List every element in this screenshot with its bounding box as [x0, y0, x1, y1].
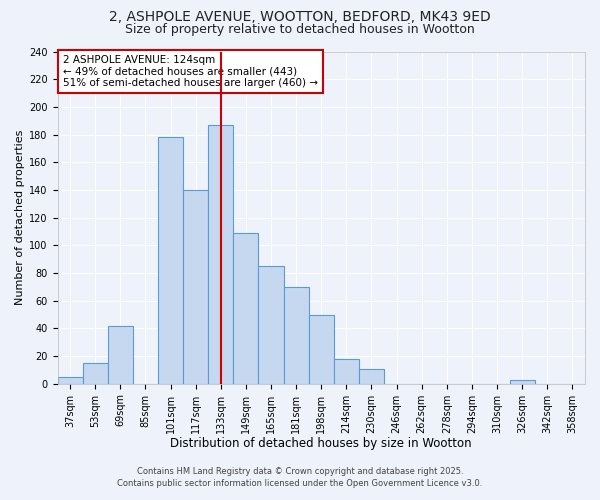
Bar	[359, 368, 384, 384]
Bar	[83, 363, 108, 384]
Bar	[308, 314, 334, 384]
Bar	[509, 380, 535, 384]
Text: Contains HM Land Registry data © Crown copyright and database right 2025.
Contai: Contains HM Land Registry data © Crown c…	[118, 466, 482, 487]
Text: 2, ASHPOLE AVENUE, WOOTTON, BEDFORD, MK43 9ED: 2, ASHPOLE AVENUE, WOOTTON, BEDFORD, MK4…	[109, 10, 491, 24]
Bar	[183, 190, 208, 384]
Bar	[208, 125, 233, 384]
Bar	[259, 266, 284, 384]
Text: Size of property relative to detached houses in Wootton: Size of property relative to detached ho…	[125, 22, 475, 36]
Bar	[58, 377, 83, 384]
Bar	[284, 287, 308, 384]
Y-axis label: Number of detached properties: Number of detached properties	[15, 130, 25, 306]
Bar	[334, 359, 359, 384]
Bar	[158, 138, 183, 384]
Text: 2 ASHPOLE AVENUE: 124sqm
← 49% of detached houses are smaller (443)
51% of semi-: 2 ASHPOLE AVENUE: 124sqm ← 49% of detach…	[63, 55, 318, 88]
X-axis label: Distribution of detached houses by size in Wootton: Distribution of detached houses by size …	[170, 437, 472, 450]
Bar	[108, 326, 133, 384]
Bar	[233, 233, 259, 384]
